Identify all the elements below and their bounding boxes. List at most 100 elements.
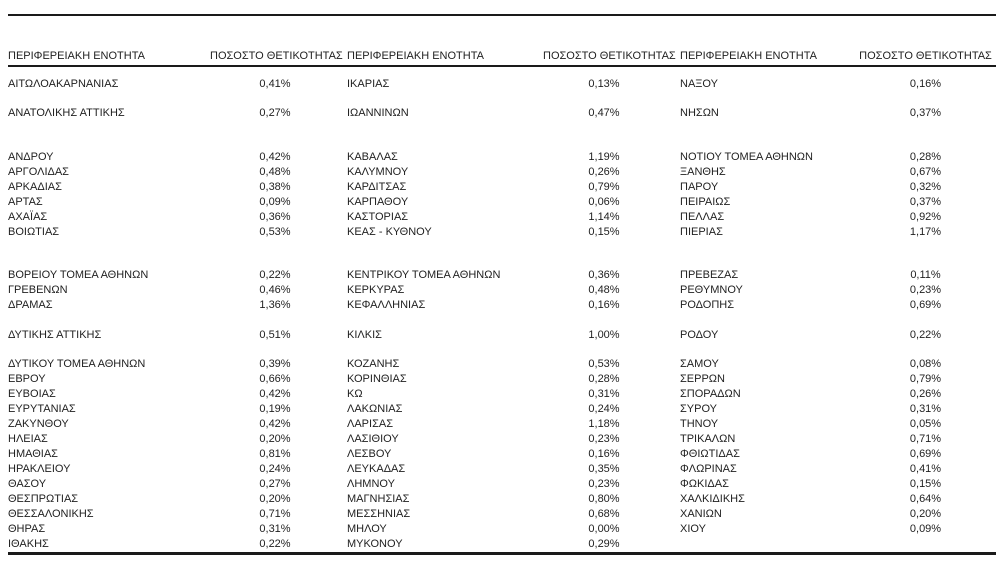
table-row: ΙΘΑΚΗΣ 0,22% bbox=[8, 537, 340, 552]
positivity-value: 0,42% bbox=[259, 418, 291, 430]
region-name: ΝΑΞΟΥ bbox=[680, 78, 718, 90]
table-row: ΚΕΦΑΛΛΗΝΙΑΣ 0,16% bbox=[347, 298, 665, 313]
positivity-value: 0,51% bbox=[259, 329, 291, 341]
table-row: ΛΑΣΙΘΙΟΥ 0,23% bbox=[347, 432, 665, 447]
table-row: ΚΕΑΣ - ΚΥΘΝΟΥ 0,15% bbox=[347, 225, 665, 240]
region-name: ΞΑΝΘΗΣ bbox=[680, 166, 726, 178]
table-row: ΛΑΚΩΝΙΑΣ 0,24% bbox=[347, 402, 665, 417]
positivity-value: 0,42% bbox=[259, 151, 291, 163]
table-row: ΡΟΔΟΠΗΣ 0,69% bbox=[680, 298, 996, 313]
positivity-value: 1,36% bbox=[259, 299, 291, 311]
table-row: ΘΑΣΟΥ 0,27% bbox=[8, 477, 340, 492]
region-name: ΤΗΝΟΥ bbox=[680, 418, 719, 430]
positivity-value: 0,16% bbox=[588, 448, 620, 460]
table-row: ΚΕΝΤΡΙΚΟΥ ΤΟΜΕΑ ΑΘΗΝΩΝ 0,36% bbox=[347, 268, 665, 283]
row-block: ΚΟΖΑΝΗΣ 0,53% ΚΟΡΙΝΘΙΑΣ 0,28% ΚΩ 0,31% ΛΑΚΩΝΙΑ… bbox=[347, 357, 665, 552]
positivity-value: 0,08% bbox=[909, 358, 942, 370]
region-name: ΦΩΚΙΔΑΣ bbox=[680, 478, 729, 490]
positivity-value: 0,79% bbox=[588, 181, 620, 193]
region-name: ΑΧΑΪΑΣ bbox=[8, 211, 48, 223]
positivity-value: 0,26% bbox=[588, 166, 620, 178]
region-name: ΗΡΑΚΛΕΙΟΥ bbox=[8, 463, 71, 475]
positivity-value: 0,48% bbox=[588, 284, 620, 296]
positivity-value: 0,37% bbox=[909, 107, 942, 119]
positivity-value: 0,69% bbox=[909, 448, 942, 460]
table-row: ΖΑΚΥΝΘΟΥ 0,42% bbox=[8, 417, 340, 432]
row-block: ΣΑΜΟΥ 0,08% ΣΕΡΡΩΝ 0,79% ΣΠΟΡΑΔΩΝ 0,26% ΣΥΡΟΥ 0… bbox=[680, 357, 996, 537]
positivity-value: 1,14% bbox=[588, 211, 620, 223]
positivity-value: 0,13% bbox=[588, 78, 620, 90]
region-name: ΗΛΕΙΑΣ bbox=[8, 433, 48, 445]
table-row: ΧΑΛΚΙΔΙΚΗΣ 0,64% bbox=[680, 492, 996, 507]
region-name: ΣΠΟΡΑΔΩΝ bbox=[680, 388, 741, 400]
table-row: ΝΗΣΩΝ 0,37% bbox=[680, 106, 996, 121]
table-row: ΛΕΣΒΟΥ 0,16% bbox=[347, 447, 665, 462]
positivity-value: 0,22% bbox=[259, 269, 291, 281]
table-row: ΣΑΜΟΥ 0,08% bbox=[680, 357, 996, 372]
table-row: ΙΩΑΝΝΙΝΩΝ 0,47% bbox=[347, 106, 665, 121]
region-name: ΚΙΛΚΙΣ bbox=[347, 329, 382, 341]
row-block: ΚΑΒΑΛΑΣ 1,19% ΚΑΛΥΜΝΟΥ 0,26% ΚΑΡΔΙΤΣΑΣ 0,79% Κ… bbox=[347, 150, 665, 240]
table-row: ΜΥΚΟΝΟΥ 0,29% bbox=[347, 537, 665, 552]
table-section-2: ΙΚΑΡΙΑΣ 0,13% ΙΩΑΝΝΙΝΩΝ 0,47% ΚΑΒΑΛΑΣ 1,19% ΚΑ… bbox=[347, 77, 665, 552]
positivity-value: 0,16% bbox=[588, 299, 620, 311]
table-row: ΚΑΡΔΙΤΣΑΣ 0,79% bbox=[347, 180, 665, 195]
region-name: ΚΕΝΤΡΙΚΟΥ ΤΟΜΕΑ ΑΘΗΝΩΝ bbox=[347, 269, 501, 281]
positivity-value: 0,48% bbox=[259, 166, 291, 178]
positivity-value: 1,17% bbox=[909, 226, 942, 238]
table-row: ΑΡΓΟΛΙΔΑΣ 0,48% bbox=[8, 165, 340, 180]
positivity-value: 0,38% bbox=[259, 181, 291, 193]
region-name: ΑΡΓΟΛΙΔΑΣ bbox=[8, 166, 69, 178]
positivity-value: 0,24% bbox=[588, 403, 620, 415]
table-row: ΜΑΓΝΗΣΙΑΣ 0,80% bbox=[347, 492, 665, 507]
row-block: ΑΙΤΩΛΟΑΚΑΡΝΑΝΙΑΣ 0,41% ΑΝΑΤΟΛΙΚΗΣ ΑΤΤΙΚΗΣ 0… bbox=[8, 77, 340, 121]
table-row: ΛΗΜΝΟΥ 0,23% bbox=[347, 477, 665, 492]
region-name: ΡΟΔΟΠΗΣ bbox=[680, 299, 735, 311]
region-name: ΕΥΡΥΤΑΝΙΑΣ bbox=[8, 403, 76, 415]
region-name: ΦΛΩΡΙΝΑΣ bbox=[680, 463, 737, 475]
positivity-value: 0,79% bbox=[909, 373, 942, 385]
region-name: ΚΟΡΙΝΘΙΑΣ bbox=[347, 373, 407, 385]
table-row: ΣΥΡΟΥ 0,31% bbox=[680, 402, 996, 417]
positivity-value: 0,22% bbox=[909, 329, 942, 341]
positivity-value: 0,42% bbox=[259, 388, 291, 400]
positivity-column-header: ΠΟΣΟΣΤΟ ΘΕΤΙΚΟΤΗΤΑΣ bbox=[543, 50, 676, 62]
row-block: ΔΥΤΙΚΟΥ ΤΟΜΕΑ ΑΘΗΝΩΝ 0,39% ΕΒΡΟΥ 0,66% ΕΥΒΟΙ… bbox=[8, 357, 340, 552]
positivity-value: 0,22% bbox=[259, 538, 291, 550]
table-row: ΘΕΣΠΡΩΤΙΑΣ 0,20% bbox=[8, 492, 340, 507]
table-row: ΗΛΕΙΑΣ 0,20% bbox=[8, 432, 340, 447]
positivity-value: 0,37% bbox=[909, 196, 942, 208]
positivity-value: 0,20% bbox=[259, 493, 291, 505]
table-row: ΦΩΚΙΔΑΣ 0,15% bbox=[680, 477, 996, 492]
row-block: ΒΟΡΕΙΟΥ ΤΟΜΕΑ ΑΘΗΝΩΝ 0,22% ΓΡΕΒΕΝΩΝ 0,46% ΔΡ… bbox=[8, 268, 340, 313]
region-name: ΙΘΑΚΗΣ bbox=[8, 538, 49, 550]
positivity-value: 0,66% bbox=[259, 373, 291, 385]
region-name: ΚΑΣΤΟΡΙΑΣ bbox=[347, 211, 409, 223]
positivity-value: 0,15% bbox=[909, 478, 942, 490]
table-row: ΗΜΑΘΙΑΣ 0,81% bbox=[8, 447, 340, 462]
region-name: ΛΑΚΩΝΙΑΣ bbox=[347, 403, 403, 415]
table-row: ΔΡΑΜΑΣ 1,36% bbox=[8, 298, 340, 313]
region-name: ΚΕΦΑΛΛΗΝΙΑΣ bbox=[347, 299, 426, 311]
region-name: ΔΥΤΙΚΟΥ ΤΟΜΕΑ ΑΘΗΝΩΝ bbox=[8, 358, 146, 370]
region-name: ΑΙΤΩΛΟΑΚΑΡΝΑΝΙΑΣ bbox=[8, 78, 119, 90]
table-row: ΜΕΣΣΗΝΙΑΣ 0,68% bbox=[347, 507, 665, 522]
region-name: ΚΑΡΔΙΤΣΑΣ bbox=[347, 181, 407, 193]
table-section-1: ΑΙΤΩΛΟΑΚΑΡΝΑΝΙΑΣ 0,41% ΑΝΑΤΟΛΙΚΗΣ ΑΤΤΙΚΗΣ 0… bbox=[8, 77, 340, 552]
region-name: ΡΟΔΟΥ bbox=[680, 329, 719, 341]
table-row: ΛΕΥΚΑΔΑΣ 0,35% bbox=[347, 462, 665, 477]
table-row: ΑΧΑΪΑΣ 0,36% bbox=[8, 210, 340, 225]
row-block: ΚΙΛΚΙΣ 1,00% bbox=[347, 328, 665, 343]
positivity-value: 0,20% bbox=[909, 508, 942, 520]
region-column-header: ΠΕΡΙΦΕΡΕΙΑΚΗ ΕΝΟΤΗΤΑ bbox=[8, 50, 145, 62]
table-row: ΠΡΕΒΕΖΑΣ 0,11% bbox=[680, 268, 996, 283]
positivity-value: 0,09% bbox=[909, 523, 942, 535]
region-name: ΕΥΒΟΙΑΣ bbox=[8, 388, 56, 400]
region-name: ΧΑΝΙΩΝ bbox=[680, 508, 722, 520]
table-header-group-2: ΠΕΡΙΦΕΡΕΙΑΚΗ ΕΝΟΤΗΤΑ ΠΟΣΟΣΤΟ ΘΕΤΙΚΟΤΗΤΑΣ bbox=[347, 49, 676, 64]
table-row: ΠΙΕΡΙΑΣ 1,17% bbox=[680, 225, 996, 240]
positivity-value: 0,53% bbox=[259, 226, 291, 238]
table-header-group-3: ΠΕΡΙΦΕΡΕΙΑΚΗ ΕΝΟΤΗΤΑ ΠΟΣΟΣΤΟ ΘΕΤΙΚΟΤΗΤΑΣ bbox=[680, 49, 996, 64]
table-row: ΑΝΔΡΟΥ 0,42% bbox=[8, 150, 340, 165]
region-name: ΚΕΑΣ - ΚΥΘΝΟΥ bbox=[347, 226, 432, 238]
